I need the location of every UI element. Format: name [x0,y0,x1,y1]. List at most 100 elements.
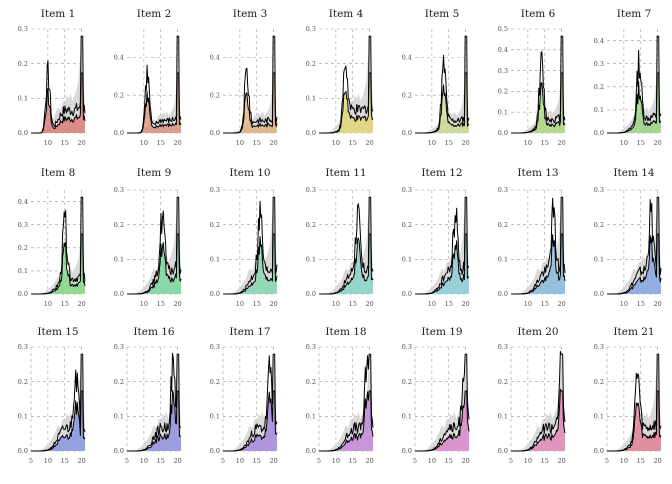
item-area [511,234,565,294]
x-tick-label: 20 [365,300,373,308]
y-tick-label: 0.2 [306,221,316,229]
x-tick-label: 10 [236,139,244,147]
panel-21: Item 21 0.0 0.1 0.2 0.3 5 10 15 20 [594,326,662,465]
y-tick-label: 0.3 [594,60,604,68]
x-tick-label: 10 [44,300,52,308]
y-tick-label: 0.2 [306,60,316,68]
y-tick-label: 0.0 [594,129,604,137]
x-tick-label: 10 [620,139,628,147]
panel-title: Item 11 [325,167,366,179]
y-tick-label: 0.1 [498,256,508,264]
y-tick-label: 0.2 [402,378,412,386]
y-tick-label: 0.0 [594,290,604,298]
item-area [607,73,661,133]
item-area [223,391,277,451]
y-tick-label: 0.0 [210,290,220,298]
panel-title: Item 4 [329,8,364,20]
x-tick-label: 10 [44,457,52,465]
y-tick-label: 0.1 [210,256,220,264]
y-tick-label: 0.2 [210,91,220,99]
panel-17: Item 17 0.0 0.1 0.2 0.3 5 10 15 20 [210,326,278,465]
reference-area [319,350,373,451]
x-tick-label: 20 [557,139,565,147]
x-tick-label: 15 [445,300,453,308]
x-tick-label: 10 [332,139,340,147]
y-tick-label: 0.0 [18,447,28,455]
item-outline [31,72,86,134]
item-area [127,390,181,451]
panel-6: Item 6 0.0 0.1 0.2 0.3 0.4 0.5 10 15 20 [498,8,566,147]
y-tick-label: 0.1 [18,267,28,275]
y-tick-label: 0.5 [498,25,508,33]
panel-title: Item 21 [613,326,654,338]
panel-11: Item 11 0.0 0.1 0.2 0.3 10 15 20 [306,167,374,308]
reference-area [415,350,469,451]
y-tick-label: 0.1 [306,95,316,103]
y-tick-label: 0.2 [402,221,412,229]
y-tick-label: 0.2 [210,221,220,229]
item-outline [415,72,470,134]
reference-area [31,32,85,133]
item-area [607,391,661,451]
item-outline [511,388,566,452]
panel-8: Item 8 0.0 0.1 0.2 0.3 0.4 10 15 20 [18,167,86,308]
panel-16: Item 16 0.0 0.1 0.2 0.3 5 10 15 20 [114,326,182,465]
y-tick-label: 0.2 [498,221,508,229]
panel-title: Item 14 [613,167,655,179]
panel-13: Item 13 0.0 0.1 0.2 0.3 10 15 20 [498,167,566,308]
y-tick-label: 0.2 [306,378,316,386]
panel-7: Item 7 0.0 0.1 0.2 0.3 0.4 10 15 20 [594,8,662,147]
panel-9: Item 9 0.0 0.1 0.2 0.3 10 15 20 [114,167,182,308]
y-tick-label: 0.3 [498,343,508,351]
x-tick-label: 5 [605,457,609,465]
x-tick-label: 20 [173,300,181,308]
y-tick-label: 0.0 [402,129,412,137]
panel-title: Item 3 [233,8,268,20]
panel-14: Item 14 0.0 0.1 0.2 0.3 10 15 20 [594,167,662,308]
x-tick-label: 15 [541,457,549,465]
item-outline [223,233,278,295]
panel-title: Item 12 [421,167,462,179]
y-tick-label: 0.0 [498,290,508,298]
y-tick-label: 0.1 [594,256,604,264]
x-tick-label: 5 [317,457,321,465]
y-tick-label: 0.1 [594,106,604,114]
panel-title: Item 8 [41,167,76,179]
y-tick-label: 0.2 [210,378,220,386]
item-outline [127,233,182,295]
panel-20: Item 20 0.0 0.1 0.2 0.3 5 10 15 20 [498,326,566,465]
y-tick-label: 0.4 [114,54,124,62]
item-outline [511,233,566,295]
x-tick-label: 15 [445,139,453,147]
y-tick-label: 0.1 [402,413,412,421]
reference-area [607,350,661,451]
y-tick-label: 0.4 [402,54,412,62]
x-tick-label: 5 [509,457,513,465]
y-tick-label: 0.0 [210,447,220,455]
x-tick-label: 15 [637,139,645,147]
y-tick-label: 0.3 [402,343,412,351]
item-area [127,234,181,294]
y-tick-label: 0.1 [402,256,412,264]
panel-12: Item 12 0.0 0.1 0.2 0.3 10 15 20 [402,167,470,308]
item-area [319,73,373,133]
x-tick-label: 15 [541,139,549,147]
item-outline [127,72,182,134]
panel-15: Item 15 0.0 0.1 0.2 0.3 5 10 15 20 [18,326,86,465]
y-tick-label: 0.3 [18,25,28,33]
item-outline [415,390,470,452]
panel-10: Item 10 0.0 0.1 0.2 0.3 10 15 20 [210,167,278,308]
y-tick-label: 0.2 [594,83,604,91]
y-tick-label: 0.2 [18,378,28,386]
y-tick-label: 0.3 [114,343,124,351]
x-tick-label: 5 [29,457,33,465]
x-tick-label: 15 [253,139,261,147]
y-tick-label: 0.3 [402,186,412,194]
x-tick-label: 20 [173,457,181,465]
reference-area [223,193,277,294]
y-tick-label: 0.0 [210,129,220,137]
y-tick-label: 0.2 [18,60,28,68]
reference-area [223,350,277,451]
x-tick-label: 10 [44,139,52,147]
